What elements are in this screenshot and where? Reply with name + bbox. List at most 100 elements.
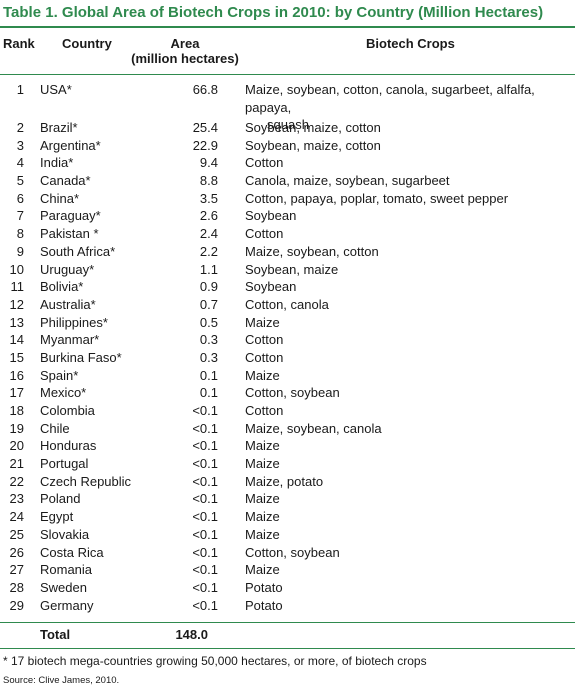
country-cell: Philippines* bbox=[40, 314, 108, 330]
table-row: 16 Spain* 0.1 Maize bbox=[0, 367, 575, 385]
table-row: 12 Australia* 0.7 Cotton, canola bbox=[0, 296, 575, 314]
header-rank: Rank bbox=[3, 36, 35, 51]
table-row: 6 China* 3.5 Cotton, papaya, poplar, tomato… bbox=[0, 190, 575, 208]
crops-text: Cotton, soybean bbox=[245, 385, 340, 401]
crops-text-continued: squash bbox=[267, 117, 309, 133]
crops-text: Soybean, maize, cotton bbox=[245, 120, 381, 135]
header-rule bbox=[0, 74, 575, 75]
area-cell: 8.8 bbox=[199, 173, 218, 189]
crops-cell: Cotton bbox=[245, 331, 575, 349]
area-cell: <0.1 bbox=[192, 473, 218, 489]
header-area-line2: (million hectares) bbox=[131, 51, 239, 66]
crops-text: Cotton bbox=[245, 155, 284, 171]
crops-cell: Maize bbox=[245, 314, 575, 332]
country-cell: India* bbox=[40, 155, 74, 171]
crops-cell: Soybean bbox=[245, 278, 575, 296]
country-cell: Germany bbox=[40, 597, 94, 613]
crops-text: Potato bbox=[245, 597, 283, 613]
area-cell: 2.2 bbox=[199, 243, 218, 259]
crops-text: Cotton bbox=[245, 332, 284, 348]
area-cell: 0.3 bbox=[199, 349, 218, 365]
crops-cell: Maize, potato bbox=[245, 473, 575, 491]
rank-cell: 5 bbox=[16, 173, 24, 189]
crops-cell: Cotton, papaya, poplar, tomato, sweet pe… bbox=[245, 190, 575, 208]
area-cell: 9.4 bbox=[199, 155, 218, 171]
country-cell: Czech Republic bbox=[40, 473, 132, 489]
crops-cell: Soybean, maize, cotton bbox=[245, 119, 575, 137]
crops-text: Soybean bbox=[245, 279, 297, 295]
crops-cell: Maize bbox=[245, 455, 575, 473]
country-cell: Romania bbox=[40, 562, 93, 578]
crops-cell: Maize bbox=[245, 508, 575, 526]
crops-text: Soybean bbox=[245, 208, 297, 224]
area-cell: 0.3 bbox=[199, 332, 218, 348]
area-cell: 2.4 bbox=[199, 226, 218, 242]
table-row: 18 Colombia <0.1 Cotton bbox=[0, 402, 575, 420]
crops-cell: Maize bbox=[245, 490, 575, 508]
crops-text: Maize bbox=[245, 456, 280, 472]
crops-cell: Maize bbox=[245, 526, 575, 544]
country-cell: Burkina Faso* bbox=[40, 349, 122, 365]
crops-cell: Potato bbox=[245, 579, 575, 597]
country-cell: Myanmar* bbox=[40, 332, 100, 348]
rank-cell: 21 bbox=[9, 456, 24, 472]
country-cell: South Africa* bbox=[40, 243, 116, 259]
area-cell: <0.1 bbox=[192, 420, 218, 436]
rank-cell: 13 bbox=[9, 314, 24, 330]
table-row: 7 Paraguay* 2.6 Soybean bbox=[0, 207, 575, 225]
crops-cell: Maize, soybean, cotton bbox=[245, 243, 575, 261]
rank-cell: 3 bbox=[16, 137, 24, 153]
rank-cell: 8 bbox=[16, 226, 24, 242]
crops-cell: Cotton bbox=[245, 225, 575, 243]
crops-cell: Soybean bbox=[245, 207, 575, 225]
area-cell: <0.1 bbox=[192, 456, 218, 472]
rank-cell: 26 bbox=[9, 544, 24, 560]
country-cell: Slovakia bbox=[40, 526, 90, 542]
crops-text: Cotton, soybean bbox=[245, 544, 340, 560]
rank-cell: 22 bbox=[9, 473, 24, 489]
area-cell: 2.6 bbox=[199, 208, 218, 224]
crops-text: Cotton bbox=[245, 403, 284, 418]
crops-cell: Soybean, maize bbox=[245, 261, 575, 279]
table-row: 9 South Africa* 2.2 Maize, soybean, cotton bbox=[0, 243, 575, 261]
area-cell: 0.7 bbox=[199, 296, 218, 312]
country-cell: China* bbox=[40, 190, 80, 206]
area-cell: 66.8 bbox=[192, 82, 218, 97]
country-cell: Poland bbox=[40, 491, 81, 507]
country-cell: Portugal bbox=[40, 456, 89, 472]
crops-cell: Soybean, maize, cotton bbox=[245, 137, 575, 155]
rank-cell: 15 bbox=[9, 349, 24, 365]
crops-text: Maize bbox=[245, 314, 280, 330]
table-row: 13 Philippines* 0.5 Maize bbox=[0, 314, 575, 332]
header-country: Country bbox=[62, 36, 112, 51]
rank-cell: 16 bbox=[9, 367, 24, 383]
table-row: 19 Chile <0.1 Maize, soybean, canola bbox=[0, 420, 575, 438]
table-title: Table 1. Global Area of Biotech Crops in… bbox=[3, 4, 544, 21]
country-cell: Australia* bbox=[40, 296, 96, 312]
crops-cell: Cotton bbox=[245, 349, 575, 367]
country-cell: Uruguay* bbox=[40, 261, 95, 277]
table-row: 27 Romania <0.1 Maize bbox=[0, 561, 575, 579]
area-cell: <0.1 bbox=[192, 597, 218, 613]
country-cell: Colombia bbox=[40, 403, 95, 418]
area-cell: <0.1 bbox=[192, 438, 218, 454]
crops-cell: Cotton, canola bbox=[245, 296, 575, 314]
country-cell: Bolivia* bbox=[40, 279, 84, 295]
area-cell: <0.1 bbox=[192, 509, 218, 525]
crops-cell: Maize, soybean, canola bbox=[245, 420, 575, 438]
area-cell: <0.1 bbox=[192, 544, 218, 560]
crops-text: Maize bbox=[245, 367, 280, 383]
table-row: 10 Uruguay* 1.1 Soybean, maize bbox=[0, 261, 575, 279]
crops-text: Maize bbox=[245, 491, 280, 507]
country-cell: Egypt bbox=[40, 509, 74, 525]
crops-text: Canola, maize, soybean, sugarbeet bbox=[245, 173, 450, 189]
rank-cell: 20 bbox=[9, 438, 24, 454]
crops-text: Potato bbox=[245, 579, 283, 595]
country-cell: USA* bbox=[40, 82, 72, 97]
crops-text: Maize bbox=[245, 438, 280, 454]
table-body: 1 USA* 66.8 Maize, soybean, cotton, canola,… bbox=[0, 81, 575, 614]
table-row: 23 Poland <0.1 Maize bbox=[0, 490, 575, 508]
country-cell: Canada* bbox=[40, 173, 91, 189]
crops-text: Cotton bbox=[245, 349, 284, 365]
country-cell: Spain* bbox=[40, 367, 79, 383]
